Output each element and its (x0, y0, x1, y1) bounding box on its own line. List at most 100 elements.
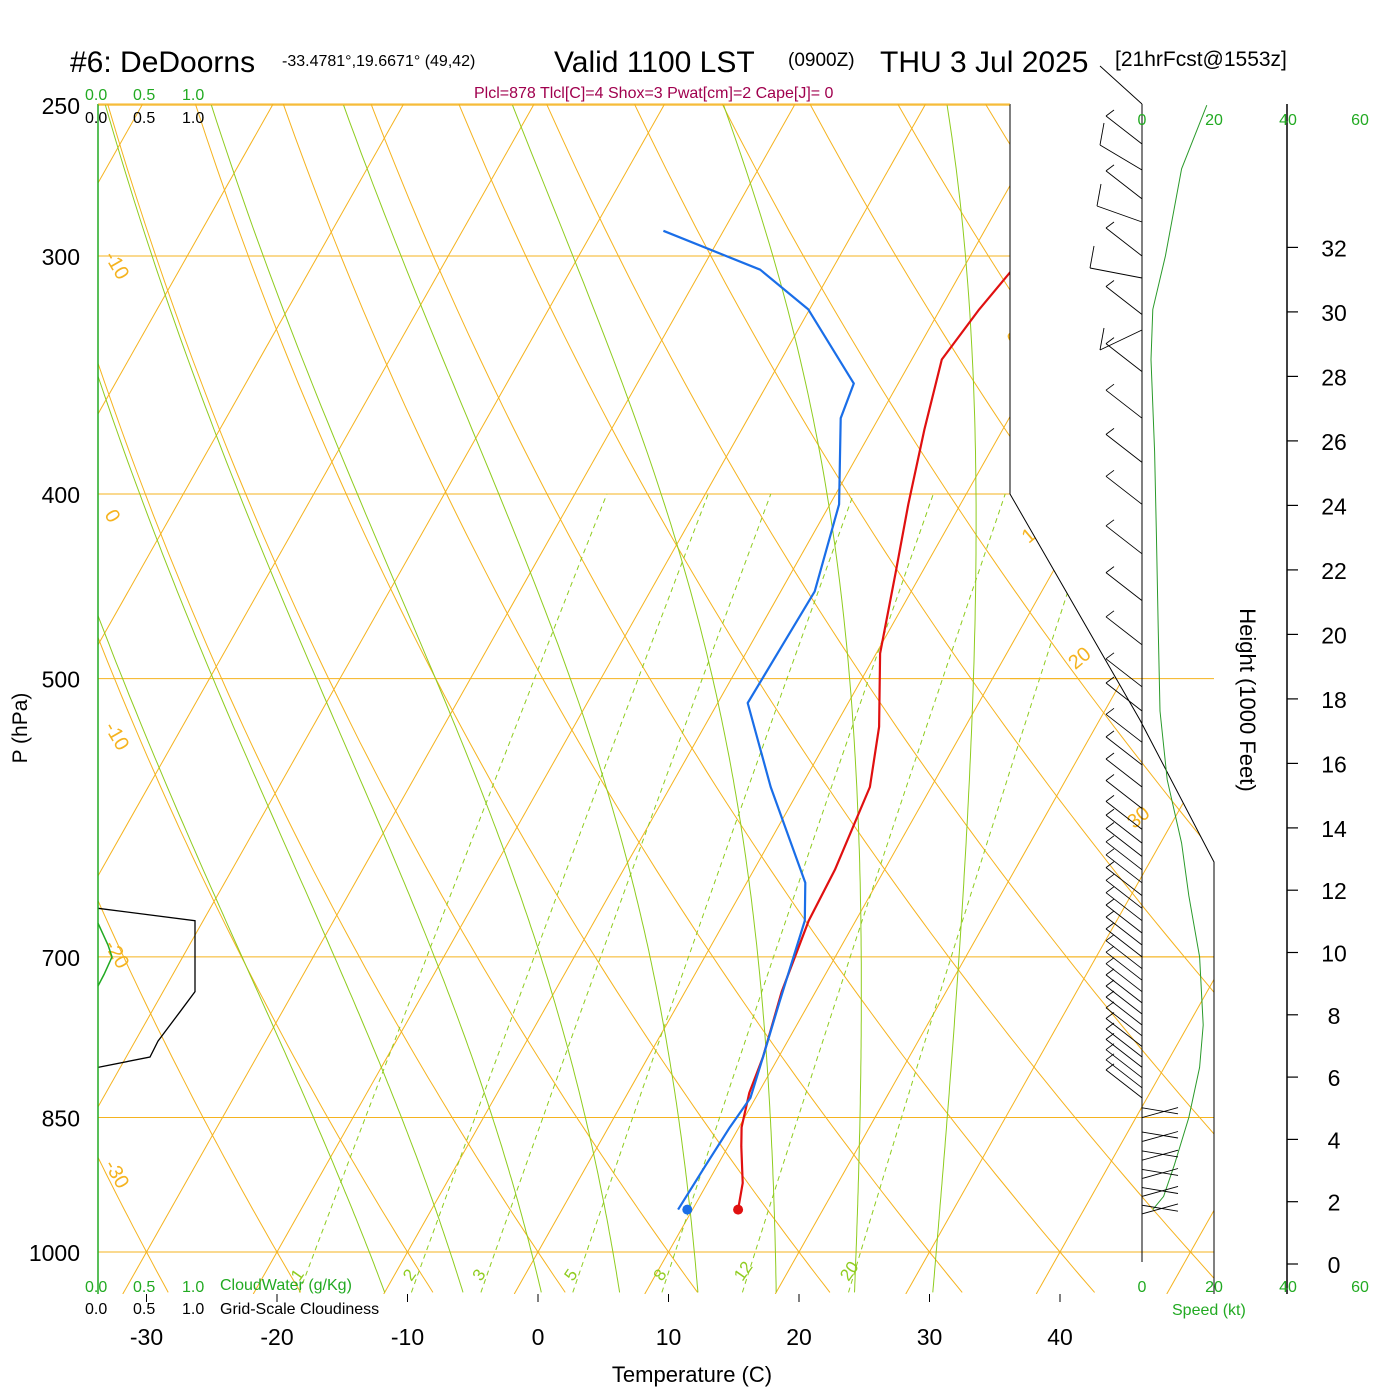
cloud-black-top-0: 0.0 (85, 110, 107, 127)
wind-barb (1141, 1168, 1179, 1176)
pressure-tick-500: 500 (42, 667, 80, 693)
isotherm-label: 30 (1123, 802, 1154, 833)
isotherm-label: 0 (100, 506, 125, 527)
wind-barb (1141, 1107, 1179, 1115)
wind-barb (1105, 389, 1143, 419)
wind-barb-flag (1105, 886, 1115, 894)
wind-barb-flag (1105, 752, 1115, 760)
temp-tick-30: 30 (917, 1324, 943, 1350)
temp-tick--20: -20 (260, 1324, 293, 1350)
wind-barb (1105, 572, 1143, 601)
valid-time: Valid 1100 LST (554, 46, 755, 79)
cloud-green-top-0: 0.0 (85, 87, 107, 104)
station-coords: -33.4781°,19.6671° (49,42) (282, 53, 475, 70)
height-tick-8: 8 (1328, 1003, 1341, 1029)
right-mask (1010, 104, 1400, 1294)
wind-barb-flag (1105, 934, 1115, 942)
wind-barb-flag (1105, 164, 1115, 172)
wind-barb (1105, 841, 1143, 871)
wind-barb (1105, 892, 1143, 922)
wind-barb (1105, 801, 1143, 830)
wind-barb-flag (1105, 968, 1115, 976)
speed-top-40: 40 (1279, 112, 1297, 129)
dry-adiabat (721, 104, 1215, 855)
wind-barb-upper (1099, 329, 1143, 351)
cloud-green-bottom-0: 0.0 (85, 1279, 107, 1296)
mixing-ratio-label: 2 (399, 1266, 420, 1285)
wind-barb (1105, 963, 1143, 993)
cloud-green-bottom-1: 0.5 (133, 1279, 155, 1296)
isotherm-label: -30 (100, 1156, 134, 1192)
wind-barb-flag (1105, 337, 1115, 344)
wind-barb-flag (1105, 910, 1115, 918)
temp-tick-10: 10 (656, 1324, 682, 1350)
wind-barb (1105, 904, 1143, 934)
wind-barb (1105, 434, 1143, 463)
speed-top-20: 20 (1205, 112, 1223, 129)
wind-barb-flag (1105, 795, 1115, 802)
wind-barb (1105, 854, 1143, 884)
mixing-ratio-label: 5 (561, 1266, 582, 1285)
wind-barb (1105, 758, 1143, 788)
wind-barb (1105, 879, 1143, 909)
height-tick-26: 26 (1321, 429, 1347, 455)
wind-speed-profile (1150, 105, 1208, 1210)
speed-top-60: 60 (1351, 112, 1369, 129)
wind-barb-flag (1105, 898, 1115, 906)
wind-barb (1105, 286, 1143, 315)
height-axis-title: Height (1000 Feet) (1235, 608, 1260, 791)
cloud-black-top-2: 1.0 (182, 110, 204, 127)
isotherm-line (1035, 976, 1215, 1294)
dry-adiabat (98, 361, 566, 1293)
valid-date: THU 3 Jul 2025 (880, 46, 1088, 79)
wind-barb (1141, 1204, 1179, 1212)
cloud-green-top-1: 0.5 (133, 87, 155, 104)
wind-barb-flag (1105, 109, 1115, 117)
wind-barb-flag (1105, 808, 1115, 816)
wind-barb (1141, 1168, 1179, 1179)
wind-barb (1105, 1059, 1143, 1089)
wind-barb (1105, 475, 1143, 505)
wind-barb (1141, 1203, 1179, 1215)
height-tick-20: 20 (1321, 622, 1347, 648)
cloud-green-bottom-2: 1.0 (182, 1279, 204, 1296)
wind-barb-upper (1099, 144, 1143, 171)
temp-tick-0: 0 (532, 1324, 545, 1350)
wind-barb (1141, 1107, 1179, 1119)
x-axis-title: Temperature (C) (612, 1362, 772, 1387)
wind-barb (1141, 1131, 1179, 1139)
pressure-tick-700: 700 (42, 945, 80, 971)
cloud-black-bottom-1: 0.5 (133, 1301, 155, 1318)
dry-adiabat (546, 104, 1215, 1136)
wind-barb-flag (1105, 730, 1115, 738)
wind-barb (1105, 736, 1143, 766)
y-axis-title: P (hPa) (9, 693, 32, 764)
mixing-ratio-label: 12 (730, 1258, 756, 1284)
params-line: Plcl=878 Tlcl[C]=4 Shox=3 Pwat[cm]=2 Cap… (474, 85, 834, 102)
wind-barb-flag (1105, 383, 1115, 391)
height-tick-6: 6 (1328, 1065, 1341, 1091)
pressure-tick-400: 400 (42, 482, 80, 508)
dewpoint-line (662, 229, 855, 1211)
speed-bottom-40: 40 (1279, 1279, 1297, 1296)
wind-barb-flag (1105, 469, 1115, 477)
dry-adiabat (0, 71, 36, 1292)
wind-barb (1105, 170, 1143, 200)
dry-adiabat (98, 1156, 169, 1293)
dry-adiabat (458, 104, 1215, 1281)
cloudwater-label: CloudWater (g/Kg) (220, 1277, 352, 1294)
height-tick-16: 16 (1321, 751, 1347, 777)
wind-barb (1141, 1149, 1179, 1161)
height-tick-12: 12 (1321, 878, 1347, 904)
pressure-tick-300: 300 (42, 244, 80, 270)
wind-barb-upper-flag (1096, 183, 1102, 207)
isotherm-line (905, 745, 1215, 1294)
wind-barb-upper (1096, 205, 1143, 223)
cloudiness-profile (97, 907, 196, 1069)
moist-adiabat (98, 614, 386, 1293)
speed-bottom-20: 20 (1205, 1279, 1223, 1296)
pressure-tick-250: 250 (42, 93, 80, 119)
wind-barb-flag (1105, 519, 1115, 527)
